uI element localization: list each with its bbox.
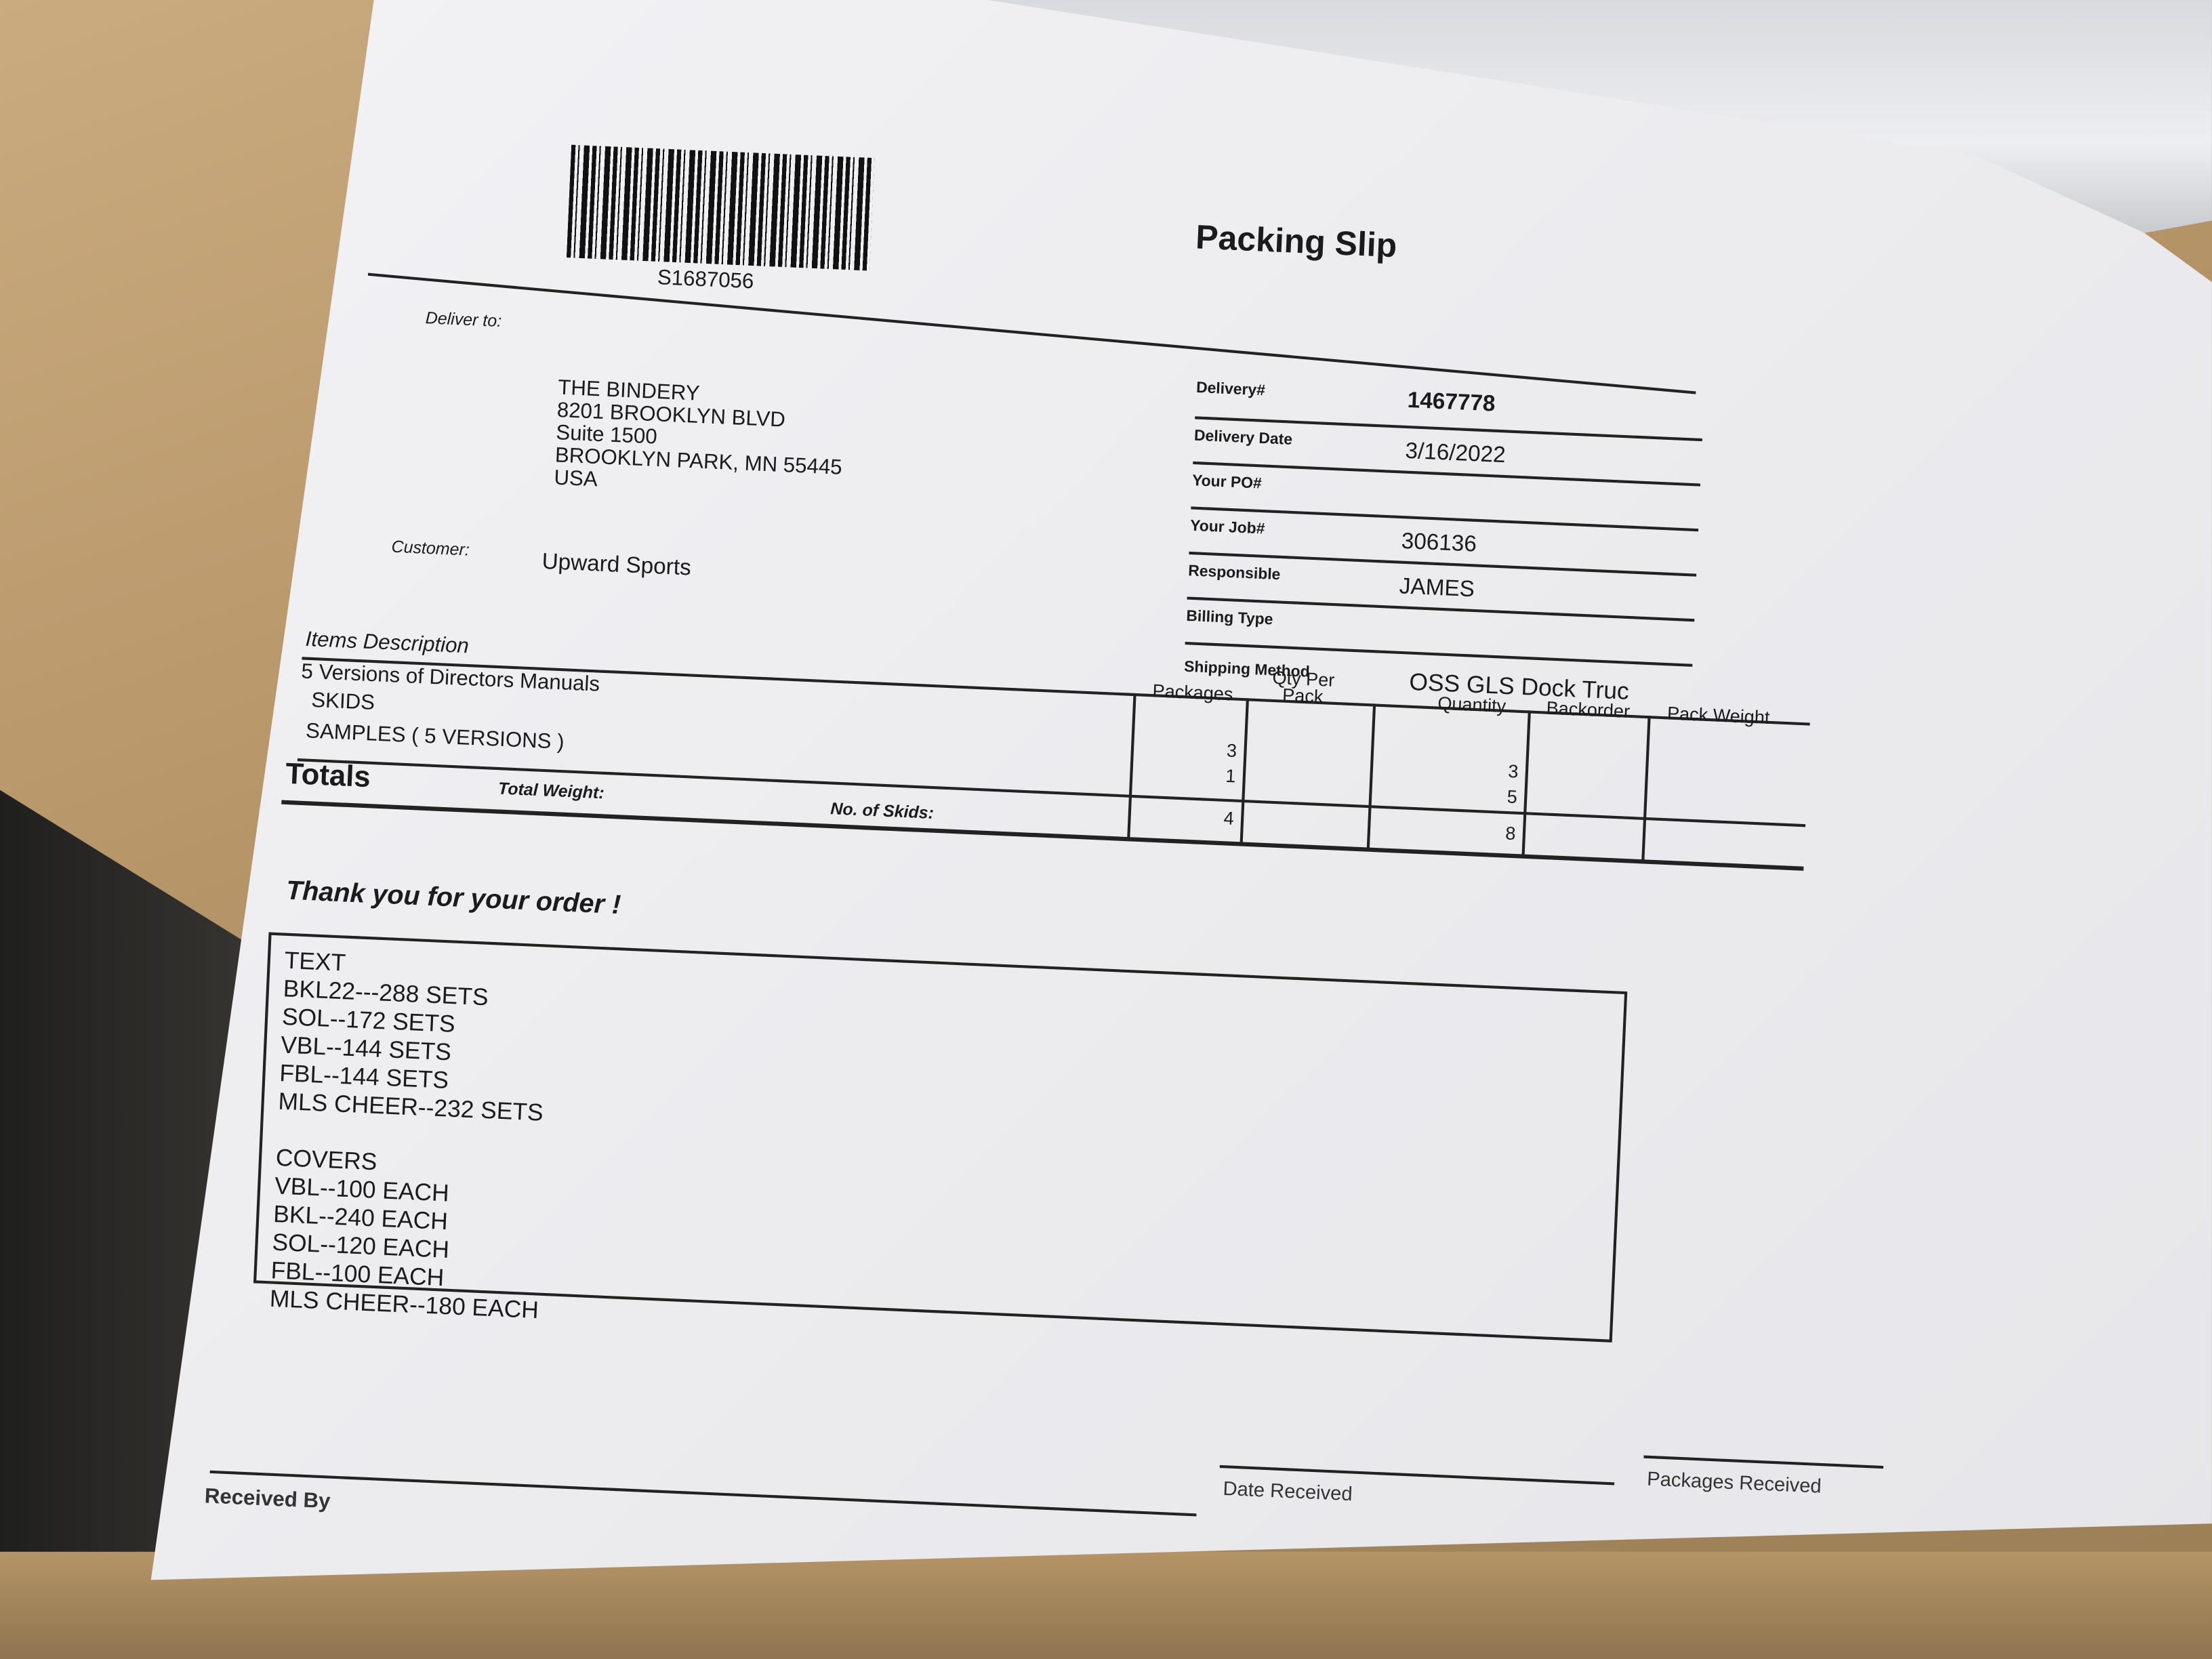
totals-label: Totals [285,758,371,794]
thank-you-message: Thank you for your order ! [285,876,622,921]
delivery-fields: Delivery# 1467778 Delivery Date 3/16/2022 … [1183,373,1704,709]
page-title: Packing Slip [1195,218,1398,266]
no-of-skids-label: No. of Skids: [830,798,935,823]
packages-received-label: Packages Received [1646,1467,1822,1497]
date-received-label: Date Received [1222,1476,1353,1505]
quantity-value: 5 [1507,785,1518,808]
packages-value: 3 [1226,739,1237,762]
barcode-number: S1687056 [657,266,755,294]
items-description-header: Items Description [305,627,470,659]
packing-slip-content: S1687056 Packing Slip Deliver to: THE BI… [204,141,2015,1624]
barcode [566,144,875,271]
total-packages: 4 [1223,807,1235,830]
delivery-address: THE BINDERY 8201 BROOKLYN BLVD Suite 150… [554,376,846,503]
received-by-line [209,1470,1197,1516]
column-divider [1366,703,1376,851]
total-weight-label: Total Weight: [497,778,605,803]
column-packages: Packages [1152,680,1234,705]
total-quantity: 8 [1504,822,1517,844]
packages-received-line [1643,1455,1884,1469]
column-divider [1521,710,1531,857]
column-divider [1641,716,1651,863]
customer-value: Upward Sports [541,550,692,581]
item-description: SKIDS [310,688,375,716]
column-divider [1127,693,1136,840]
notes-text: TEXT BKL22---288 SETS SOL--172 SETS VBL-… [269,947,544,1324]
quantity-value: 3 [1507,760,1519,782]
packages-value: 1 [1225,764,1237,787]
customer-label: Customer: [391,536,470,560]
column-divider [1240,698,1250,845]
item-description: SAMPLES ( 5 VERSIONS ) [305,719,565,755]
column-pack-weight: Pack Weight [1666,702,1771,729]
totals-bottom-line [281,800,1804,871]
deliver-to-label: Deliver to: [425,308,502,331]
column-qty-per-pack: Qty Per Pack [1271,666,1335,708]
notes-box: TEXT BKL22---288 SETS SOL--172 SETS VBL-… [253,932,1628,1343]
